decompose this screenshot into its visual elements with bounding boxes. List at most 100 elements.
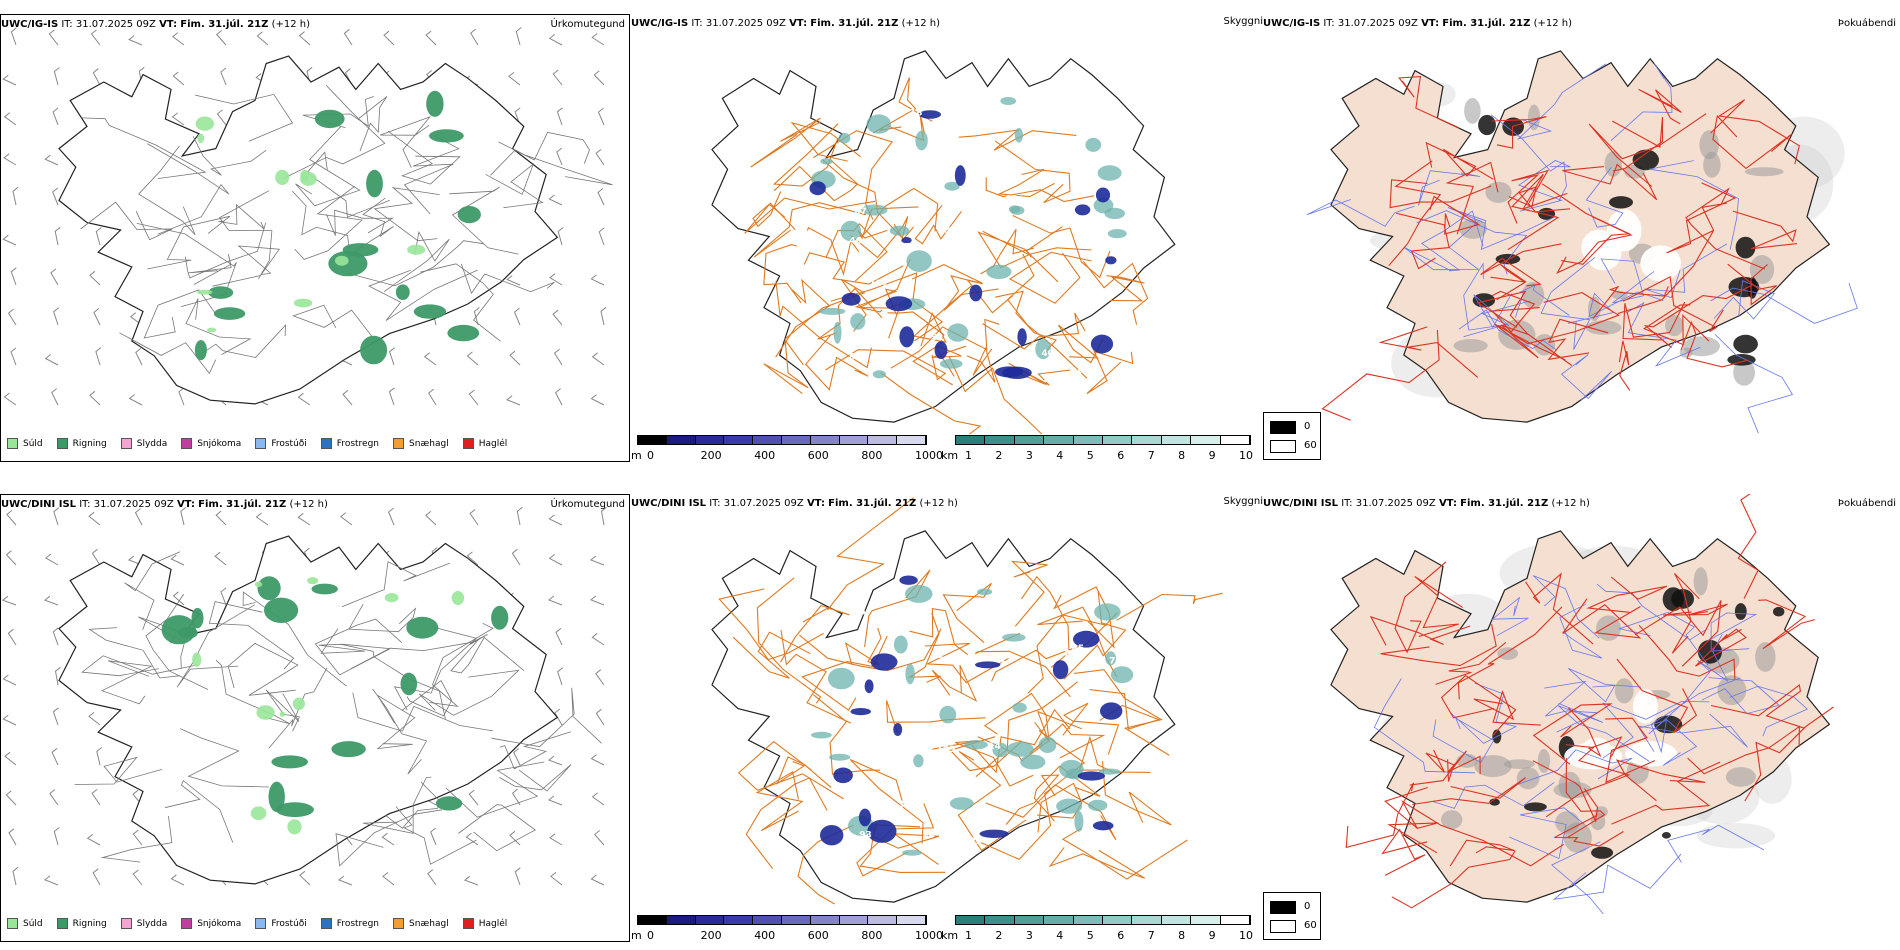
colorbar-segment: [897, 436, 926, 444]
colorbar-segment: [1132, 436, 1162, 444]
ceiling-value-label: 66: [873, 166, 886, 176]
precip-legend-label: Súld: [23, 918, 43, 929]
precip-map-row1: [2, 27, 613, 406]
lead-time: (+12 h): [1551, 498, 1590, 509]
ceiling-map-row2: 93 85 77 83 81 39 70 50 57 60 81 55 47 42 12 109 61 14: [711, 497, 1223, 905]
vt-value: Fim. 31.júl. 21Z: [810, 18, 899, 29]
precip-legend-label: Rigning: [72, 918, 107, 929]
vt-label: VT:: [789, 18, 808, 29]
ceiling-value-label: 81: [1043, 838, 1056, 848]
panel-title: Skyggni: [1223, 16, 1263, 27]
model-name: UWC/DINI ISL: [1, 499, 77, 510]
colorbar-segment: [868, 436, 898, 444]
colorbar-strip: [637, 915, 927, 925]
visibility-colorbar-tick: 7: [1147, 929, 1155, 942]
ceiling-value-label: 109: [937, 745, 956, 755]
precip-panel-row2: UWC/DINI ISL IT: 31.07.2025 09Z VT: Fim.…: [0, 494, 630, 942]
it-value: 31.07.2025 09Z: [1355, 498, 1436, 509]
colorbar-segment: [1161, 916, 1192, 924]
fog-legend-dark-swatch: [1270, 421, 1296, 434]
visibility-colorbar-tick: 8: [1178, 929, 1186, 942]
precip-legend-item: Frostúði: [255, 918, 307, 929]
ceiling-value-label: 58: [931, 333, 944, 343]
colorbar-segment: [781, 916, 811, 924]
precip-legend-swatch: [320, 918, 332, 929]
visibility-colorbar: km 1 2 3 4 5 6 7 8 9 10: [941, 915, 1261, 945]
ceiling-colorbar-tick: 600: [807, 449, 829, 462]
visibility-colorbar-tick: 1: [965, 449, 972, 462]
road-network: [718, 497, 1223, 905]
panel-header: UWC/IG-IS IT: 31.07.2025 09Z VT: Fim. 31…: [1, 19, 310, 30]
precip-panel-row1: UWC/IG-IS IT: 31.07.2025 09Z VT: Fim. 31…: [0, 14, 630, 462]
fog-areas: [1453, 98, 1784, 386]
fog-legend-low-label: 60: [1304, 920, 1317, 931]
precip-legend-swatch: [462, 918, 474, 929]
model-name: UWC/DINI ISL: [631, 498, 707, 509]
panel-header: UWC/DINI ISL IT: 31.07.2025 09Z VT: Fim.…: [1263, 498, 1590, 509]
precip-legend-swatch: [56, 438, 68, 449]
iceland-land: [1330, 530, 1831, 903]
precip-areas: [161, 576, 509, 835]
ceiling-areas: [809, 110, 1117, 379]
precip-legend-item: Snjókoma: [181, 438, 241, 449]
vt-value: Fim. 31.júl. 21Z: [1442, 18, 1531, 29]
colorbar-segment: [753, 436, 782, 444]
precip-legend-item: Snæhagl: [393, 438, 449, 449]
precip-legend-swatch: [181, 918, 193, 929]
precip-legend-swatch: [7, 438, 18, 449]
model-name: UWC/IG-IS: [1263, 18, 1321, 29]
ceiling-value-label: 60: [1087, 658, 1100, 668]
precip-legend-item: Snæhagl: [393, 918, 449, 929]
colorbar-segment: [1073, 916, 1104, 924]
model-name: UWC/IG-IS: [1, 19, 59, 30]
fog-legend-high-label: 0: [1304, 421, 1311, 432]
precip-legend-label: Snæhagl: [409, 918, 449, 929]
colorbar-segment: [1220, 916, 1251, 924]
colorbar-segment: [638, 436, 667, 444]
precip-legend-label: Snjókoma: [197, 918, 242, 929]
ceiling-value-label: 12: [922, 830, 935, 840]
precip-legend-item: Slydda: [120, 438, 167, 449]
ceiling-values: 175 85 66 111 137 87 58 65 42 46 87 64 38 29 67 54 18 40: [849, 109, 1088, 386]
precip-legend-item: Slydda: [120, 918, 167, 929]
precip-legend-swatch: [462, 438, 474, 449]
precip-legend: Súld Rigning Slydda Snjókoma Frostúði Frostre…: [7, 918, 521, 929]
lead-time: (+12 h): [919, 498, 958, 509]
model-name: UWC/DINI ISL: [1263, 498, 1339, 509]
ceiling-map-row1: 175 85 66 111 137 87 58 65 42 46 87 64 38 29 67 54 18 40: [711, 50, 1176, 434]
colorbar-unit: km: [941, 929, 959, 942]
lead-time: (+12 h): [901, 18, 940, 29]
colorbar-segment: [1044, 916, 1074, 924]
colorbar-segment: [1014, 436, 1045, 444]
precip-legend-label: Haglél: [478, 438, 508, 449]
ceiling-value-label: 46: [849, 237, 862, 247]
iceland-coastline: [711, 50, 1176, 423]
model-name: UWC/IG-IS: [631, 18, 689, 29]
ceiling-value-label: 85: [928, 239, 941, 249]
ceiling-value-label: 77: [1107, 754, 1120, 764]
ceiling-value-label: 42: [932, 651, 945, 661]
colorbar-segment: [1132, 916, 1162, 924]
it-label: IT:: [1341, 498, 1353, 509]
precip-legend-label: Snjókoma: [197, 438, 242, 449]
visibility-colorbar-tick: 5: [1086, 929, 1094, 942]
colorbar-segment: [839, 916, 869, 924]
visibility-colorbar-tick: 5: [1086, 449, 1094, 462]
visibility-colorbar-tick: 1: [965, 929, 972, 942]
precip-areas: [194, 90, 481, 365]
precip-legend-item: Haglél: [462, 918, 507, 929]
panel-header: UWC/IG-IS IT: 31.07.2025 09Z VT: Fim. 31…: [631, 18, 940, 29]
precip-legend-item: Rigning: [56, 438, 107, 449]
colorbar-segment: [753, 916, 782, 924]
fog-legend-dark-swatch: [1270, 901, 1296, 914]
ceiling-value-label: 81: [1065, 650, 1078, 660]
visibility-colorbar-tick: 4: [1056, 929, 1064, 942]
ceiling-colorbar-tick: 0: [647, 929, 654, 942]
it-label: IT:: [61, 19, 73, 30]
road-network: [744, 77, 1149, 434]
ceiling-colorbar: m 0 200 400 600 800 1000: [631, 435, 943, 465]
fog-legend-light-swatch: [1270, 440, 1296, 453]
road-network: [80, 85, 613, 375]
precip-legend-swatch: [56, 918, 68, 929]
visibility-colorbar-tick: 2: [995, 929, 1003, 942]
